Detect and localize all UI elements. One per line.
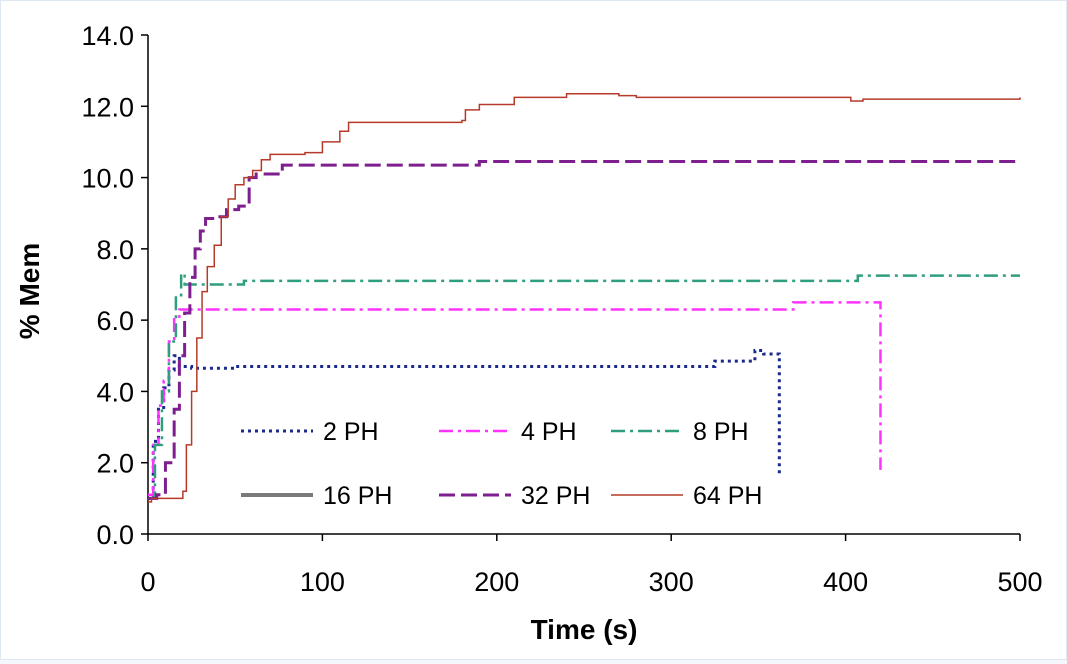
y-axis-title: % Mem: [14, 243, 45, 339]
series-line-64-ph: [148, 93, 1021, 503]
series-line-8-ph: [148, 272, 1020, 500]
legend: 2 PH 4 PH 8 PH 16 PH 32 PH 64 PH: [241, 418, 762, 510]
x-tick-label: 300: [649, 567, 694, 597]
legend-label: 4 PH: [521, 418, 577, 446]
x-tick-label: 100: [300, 567, 345, 597]
plot-series: [148, 93, 1021, 503]
legend-item: 64 PH: [611, 482, 762, 510]
series-line-4-ph: [148, 301, 882, 497]
axes: [147, 35, 1020, 535]
y-tick-label: 12.0: [81, 92, 134, 122]
series-line-2-ph: [148, 348, 781, 500]
legend-item: 4 PH: [439, 418, 577, 446]
x-tick-label: 500: [997, 567, 1042, 597]
y-tick-label: 2.0: [96, 449, 134, 479]
legend-item: 32 PH: [439, 482, 590, 510]
series-line-32-ph: [148, 160, 1020, 500]
x-tick-label: 200: [474, 567, 519, 597]
legend-label: 32 PH: [521, 482, 590, 510]
x-axis-ticks: 0 100 200 300 400 500: [140, 534, 1043, 597]
x-tick-label: 0: [140, 567, 155, 597]
legend-label: 8 PH: [693, 418, 749, 446]
x-tick-label: 400: [823, 567, 868, 597]
y-axis-ticks: 0.0 2.0 4.0 6.0 8.0 10.0 12.0 14.0: [81, 21, 148, 550]
legend-item: 2 PH: [241, 418, 379, 446]
y-tick-label: 10.0: [81, 164, 134, 194]
y-tick-label: 14.0: [81, 21, 134, 51]
legend-label: 64 PH: [693, 482, 762, 510]
y-tick-label: 0.0: [96, 520, 134, 550]
legend-label: 2 PH: [323, 418, 379, 446]
y-tick-label: 8.0: [96, 235, 134, 265]
y-tick-label: 4.0: [96, 377, 134, 407]
legend-item: 16 PH: [241, 482, 392, 510]
legend-item: 8 PH: [611, 418, 749, 446]
x-axis-title: Time (s): [531, 614, 638, 645]
y-tick-label: 6.0: [96, 306, 134, 336]
legend-label: 16 PH: [323, 482, 392, 510]
